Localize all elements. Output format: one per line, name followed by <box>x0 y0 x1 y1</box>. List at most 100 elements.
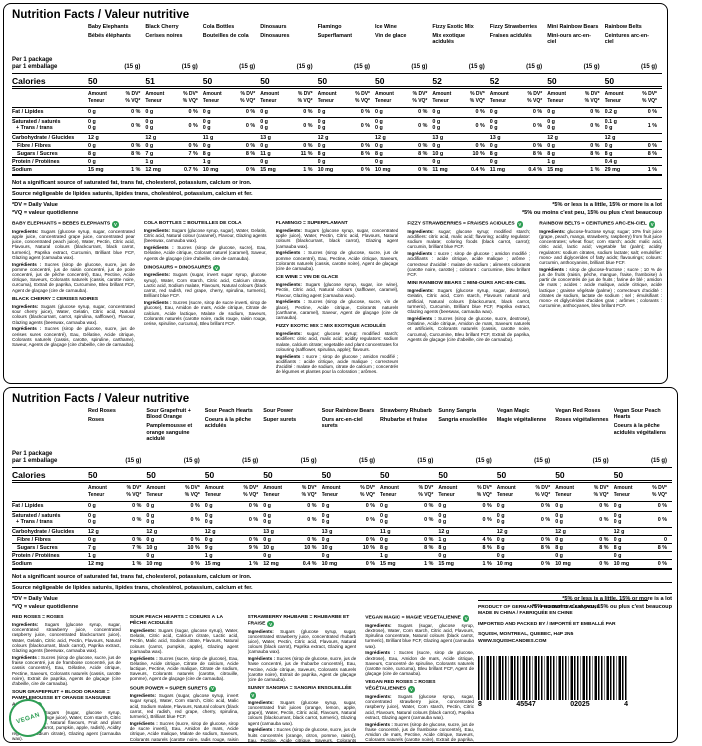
product-name: Strawberry Rhubarb Rhubarbe et fraise <box>380 408 432 423</box>
amount-dv-header: Amount Teneur% DV*% VQ* <box>88 483 147 502</box>
ingredient-block-title: MINI RAINBOW BEARS = MINI-OURS ARC-EN-CI… <box>407 281 527 287</box>
ingredients-text-en: Ingredients: Sugars (sugar, glucose syru… <box>129 627 239 654</box>
ingredients-column: SOUR PEACH HEARTS = COEURS À LA PÊCHE AC… <box>129 615 239 742</box>
carbohydrate-value: 12 g <box>604 133 662 141</box>
carbohydrate-value: 12 g <box>547 133 605 141</box>
product-name: Red Roses Roses <box>88 408 116 423</box>
vegan-icon: V <box>213 264 220 272</box>
origin-website: WWW.SQUISHCANDIES.COM <box>478 638 547 644</box>
sugars-value: 10 g 10 % <box>146 543 205 551</box>
sodium-value: 10 mg 0 % <box>146 559 205 570</box>
sodium-value: 12 mg 0.4 % <box>263 559 322 570</box>
ingredients-text-en: Ingredients: Sugars (sugar, glucose syru… <box>365 622 474 649</box>
protein-value: 0 g <box>146 551 205 559</box>
ingredients-text-fr: Ingrédients : Sucres (sucre, sirop de gl… <box>365 650 474 677</box>
calories-label: Calories <box>12 468 88 483</box>
ingredient-block-title: BABY ELEPHANTS = BÉBÉS ÉLÉPHANTS V <box>12 221 119 228</box>
serving-size: (15 g) <box>204 457 264 468</box>
product-name: Sour Grapefruit + Blood Orange Pamplemous… <box>146 408 193 442</box>
ingredients-text-fr: Ingrédients : Sucres (sirop de glucose, … <box>407 315 531 342</box>
calories-value: 50 <box>317 74 375 89</box>
calories-value: 50 <box>263 468 322 483</box>
ingredient-block-title: VEGAN MAGIC = MAGIE VÉGÉTALIENNE V <box>365 615 470 622</box>
per-package-label: Per 1 package par 1 emballage <box>12 407 88 468</box>
sodium-value: 12 mg 1 % <box>88 559 147 570</box>
sodium-value: 10 mg 0 % <box>375 165 433 176</box>
calories-value: 50 <box>260 74 318 89</box>
origin-address: SQUISH, MONTREAL, QUEBEC, H4P 2N5 <box>478 632 574 638</box>
carbohydrate-value: 12 g <box>375 133 433 141</box>
ingredients-text-fr: Ingrédients : Sucres (sirop de glucose, … <box>12 654 121 687</box>
protein-value: 0 g <box>375 157 433 165</box>
row-label-sodium: Sodium <box>12 559 88 570</box>
calories-value: 50 <box>438 468 497 483</box>
ingredients-text-fr: Ingrédients : sucre ; sirop de glucose ;… <box>275 353 399 375</box>
protein-value: 0 g <box>555 551 614 559</box>
ingredient-block: BABY ELEPHANTS = BÉBÉS ÉLÉPHANTS V Ingredi… <box>12 221 135 293</box>
row-label-carbohydrate: Carbohydrate / Glucides <box>12 527 88 535</box>
ingredients-column: COLA BOTTLES = BOUTEILLES DE COLA Ingredi… <box>144 221 267 326</box>
product-name: Fizzy Strawberries Fraises acidulés <box>489 24 538 39</box>
ingredients-text-en: Ingredients: Sugars (glucose syrup, suga… <box>275 282 399 298</box>
ingredients-column: BABY ELEPHANTS = BÉBÉS ÉLÉPHANTS V Ingredi… <box>12 221 135 347</box>
product-name: Sour Rainbow Bears Ours arc-en-ciel suret… <box>321 408 375 430</box>
carbohydrate-value: 12 g <box>88 527 147 535</box>
calories-value: 52 <box>432 74 490 89</box>
amount-dv-header: Amount Teneur% DV*% VQ* <box>547 89 605 108</box>
serving-size: (15 g) <box>432 63 490 74</box>
amount-dv-header: Amount Teneur% DV*% VQ* <box>555 483 614 502</box>
ingredient-block: DINOSAURS = DINOSAURES V Ingredients: Suga… <box>144 264 267 326</box>
product-name: Vegan Magic Magie végétalienne <box>496 408 547 423</box>
amount-dv-header: Amount Teneur% DV*% VQ* <box>145 89 203 108</box>
row-label-saturated-trans: Saturated / saturés + Trans / trans <box>12 117 88 133</box>
ingredient-block-title: FLAMINGO = SUPERFLAMANT <box>275 221 348 227</box>
sodium-value: 10 mg 0 % <box>496 559 556 570</box>
ingredient-block: FLAMINGO = SUPERFLAMANT Ingredients: Suga… <box>276 221 399 271</box>
carbohydrate-value: 12 g <box>88 133 146 141</box>
carbohydrate-value: 13 g <box>263 527 322 535</box>
row-label-fat: Fat / Lipides <box>12 108 44 115</box>
ingredients-text-fr: Ingrédients : Sucres (sirop de glucose, … <box>275 250 399 272</box>
ingredient-block: BLACK CHERRY = CERISES NOIRES Ingredients… <box>12 297 135 347</box>
footnote-not-significant-fr: Source négligeable de lipides saturés, l… <box>12 189 662 200</box>
sodium-value: 15 mg 1 % <box>88 165 146 176</box>
ingredients-text-fr: Ingrédients : Sucres (sirop de glucose, … <box>247 656 357 683</box>
product-name: Flamingo Superflamant <box>317 24 353 39</box>
per-package-label: Per 1 package par 1 emballage <box>12 23 88 74</box>
footnote-dv-definition: *DV = Daily Value *VQ = valeur quotidienn… <box>12 596 79 610</box>
protein-value: 1 g <box>547 157 605 165</box>
protein-value: 0 g <box>613 551 672 559</box>
ingredients-text-en: Ingredients: Sugars (glucose syrup, suga… <box>247 628 357 655</box>
calories-value: 50 <box>604 74 662 89</box>
product-name: Vegan Red Roses Roses végétaliennes <box>555 408 609 423</box>
sodium-value: 10 mg 0 % <box>555 559 614 570</box>
header-spacer <box>12 89 88 108</box>
row-label-sugars: Sugars / Sucres <box>12 149 88 157</box>
ingredient-block: ICE WINE = VIN DE GLACE Ingredients: Suga… <box>276 275 399 320</box>
calories-value: 50 <box>380 468 439 483</box>
calories-value: 50 <box>204 468 264 483</box>
ingredient-block-title: RAINBOW BELTS = CEINTURES ARC-EN-CIEL V <box>539 221 656 228</box>
footnote-five-percent: *5% or less is a little, 15% or more is … <box>531 596 672 610</box>
ingredients-text-fr: Ingrédients : Sucres (sirop de glucose, … <box>365 721 474 743</box>
product-name: Ice Wine Vin de glace <box>375 24 407 39</box>
origin-line: PRODUCT OF GERMANY / PRODUIT D'ALLEMAGNE <box>478 605 600 610</box>
serving-size: (15 g) <box>146 457 205 468</box>
amount-dv-header: Amount Teneur% DV*% VQ* <box>496 483 556 502</box>
protein-value: 0 g <box>88 157 146 165</box>
serving-size: (15 g) <box>317 63 375 74</box>
